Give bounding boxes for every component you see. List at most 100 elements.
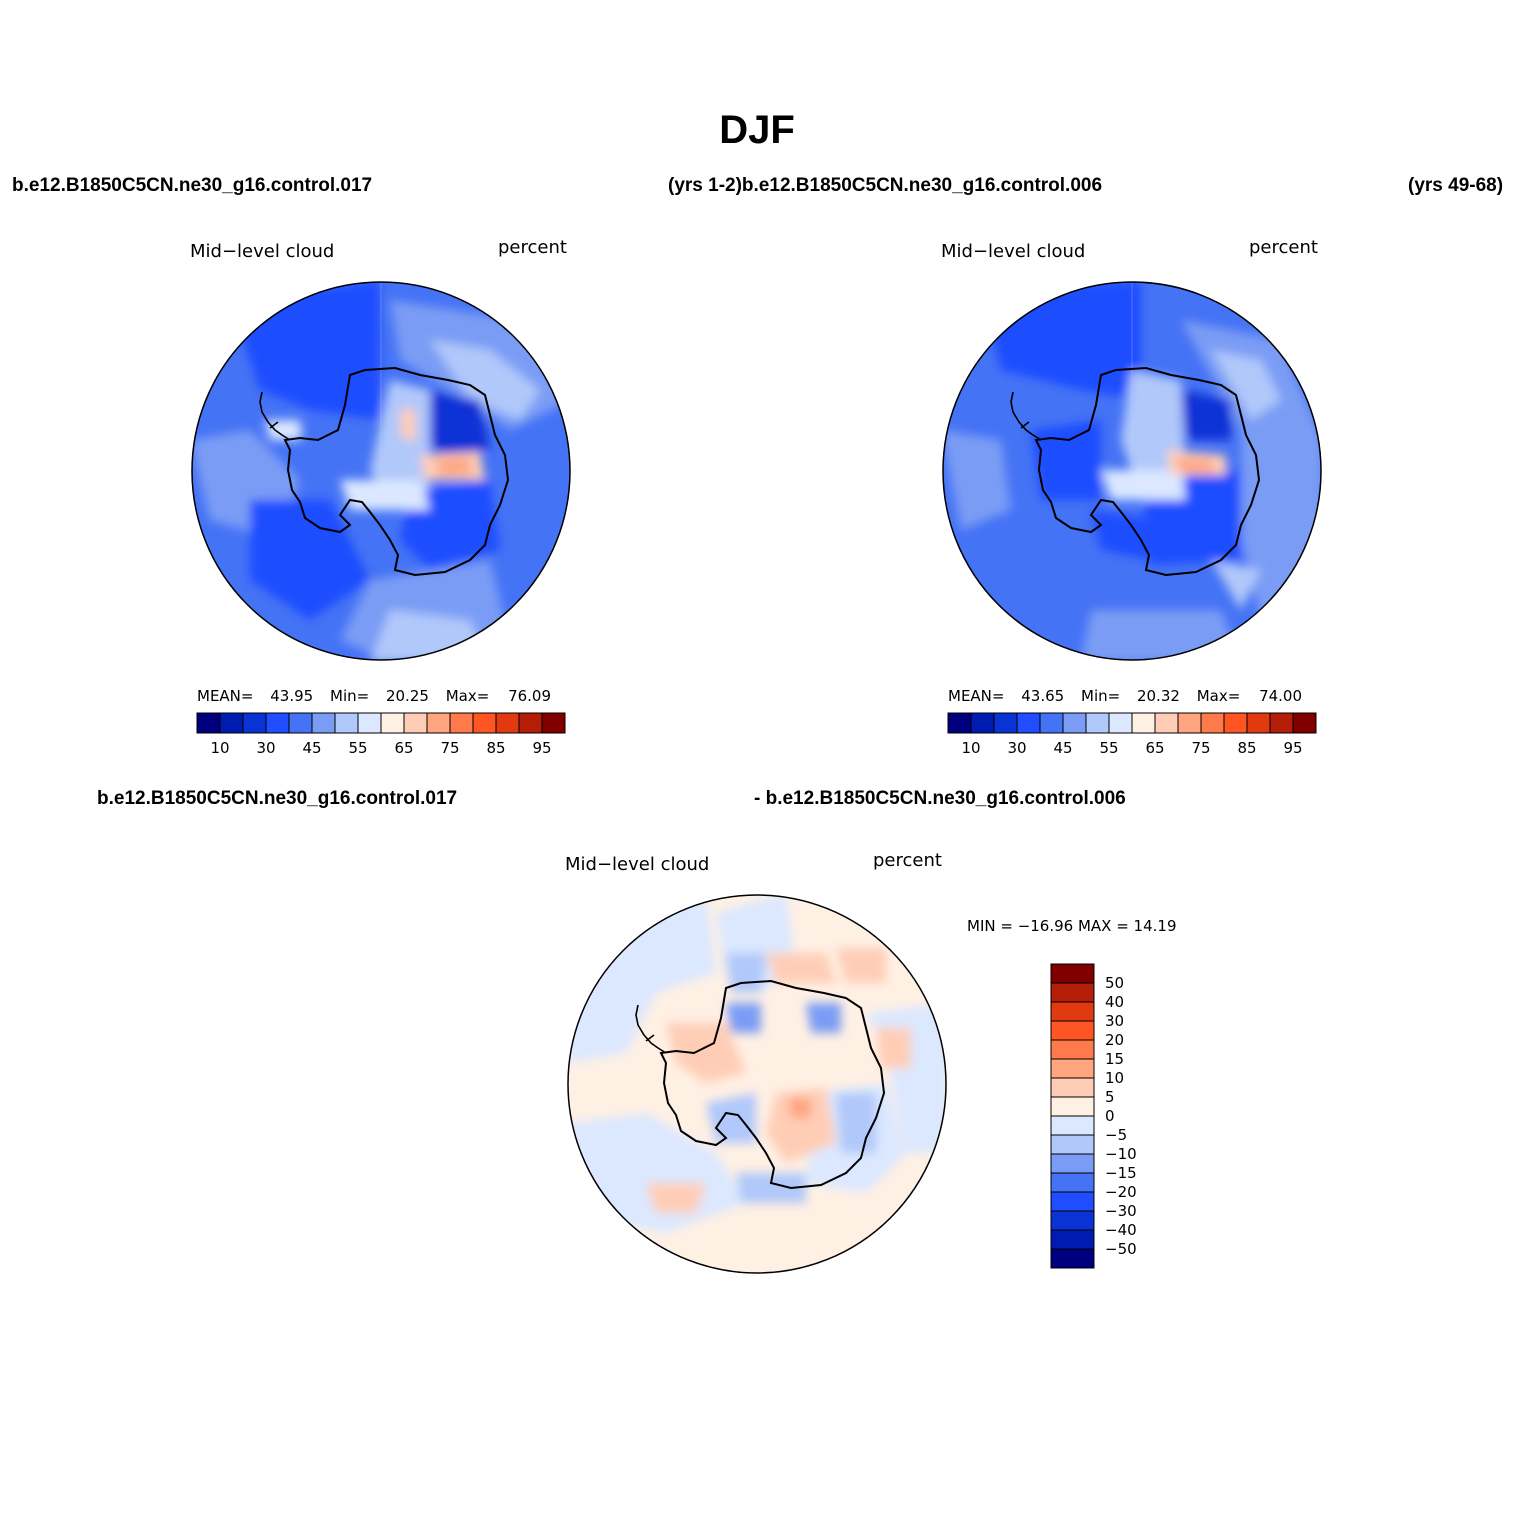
colorbar-swatch	[472, 712, 497, 734]
colorbar-tick-label: 15	[1105, 1050, 1124, 1068]
colorbar-swatch	[1108, 712, 1133, 734]
colorbar-swatch	[1154, 712, 1179, 734]
colorbar-swatch	[219, 712, 244, 734]
colorbar-swatch	[357, 712, 382, 734]
antarctica-coastline	[1034, 366, 1261, 577]
colorbar-swatch	[1039, 712, 1064, 734]
colorbar-swatch	[242, 712, 267, 734]
colorbar-swatch	[1050, 1020, 1095, 1041]
colorbar-tick-label: 30	[1105, 1012, 1124, 1030]
colorbar-swatch	[1050, 1229, 1095, 1250]
map-boundary	[567, 894, 947, 1274]
panel3-variable-label: Mid−level cloud	[565, 854, 710, 875]
colorbar-swatch	[196, 712, 221, 734]
panel1-max-value: 76.09	[508, 687, 552, 705]
colorbar-swatch	[1050, 1210, 1095, 1231]
colorbar-panel2: 10 30 45 55 65 75 85 95	[947, 712, 1317, 757]
colorbar-swatch	[1177, 712, 1202, 734]
colorbar-swatch	[1050, 982, 1095, 1003]
colorbar-swatch	[1050, 1096, 1095, 1117]
panel1-max-label: Max=	[445, 687, 490, 705]
panel2-mean-value: 43.65	[1021, 687, 1065, 705]
polar-map-difference	[567, 894, 947, 1274]
colorbar-swatch	[1050, 1153, 1095, 1174]
colorbar-swatch	[311, 712, 336, 734]
panel2-stats: MEAN= 43.65 Min= 20.32 Max= 74.00	[948, 687, 1302, 705]
colorbar-tick-label: 50	[1105, 974, 1124, 992]
colorbar-tick-label: 40	[1105, 993, 1124, 1011]
panel2-variable-label: Mid−level cloud	[941, 241, 1086, 262]
colorbar-swatch	[1246, 712, 1271, 734]
colorbar-swatch	[265, 712, 290, 734]
panel3-stats: MIN = −16.96 MAX = 14.19	[967, 917, 1177, 935]
colorbar-tick-label: 30	[256, 739, 275, 757]
colorbar-swatch	[1016, 712, 1041, 734]
colorbar-swatch	[1050, 1039, 1095, 1060]
colorbar-tick-label: 85	[1237, 739, 1256, 757]
colorbar-tick-label: 85	[486, 739, 505, 757]
colorbar-tick-label: 30	[1007, 739, 1026, 757]
panel1-min-label: Min=	[330, 687, 370, 705]
colorbar-swatch	[541, 712, 566, 734]
panel2-max-value: 74.00	[1259, 687, 1303, 705]
colorbar-swatch	[970, 712, 995, 734]
panel2-mean-label: MEAN=	[948, 687, 1005, 705]
colorbar-swatch	[1050, 1191, 1095, 1212]
colorbar-swatch	[1050, 1058, 1095, 1079]
colorbar-swatch	[1050, 1077, 1095, 1098]
colorbar-tick-label: 10	[961, 739, 980, 757]
colorbar-swatch	[288, 712, 313, 734]
colorbar-swatch	[1050, 1115, 1095, 1136]
antarctica-coastline	[659, 979, 886, 1190]
colorbar-tick-label: −30	[1105, 1202, 1137, 1220]
colorbar-swatch	[1085, 712, 1110, 734]
colorbar-swatch	[993, 712, 1018, 734]
figure-title: DJF	[719, 108, 795, 152]
colorbar-tick-label: 10	[1105, 1069, 1124, 1087]
colorbar-tick-label: 0	[1105, 1107, 1115, 1125]
panel1-min-value: 20.25	[385, 687, 429, 705]
colorbar-swatch	[449, 712, 474, 734]
panel1-mean-label: MEAN=	[197, 687, 254, 705]
colorbar-panel1: 10 30 45 55 65 75 85 95	[196, 712, 566, 757]
colorbar-tick-label: 75	[440, 739, 459, 757]
colorbar-swatch	[1269, 712, 1294, 734]
colorbar-swatch	[426, 712, 451, 734]
colorbar-swatch	[380, 712, 405, 734]
colorbar-tick-label: −50	[1105, 1240, 1137, 1258]
colorbar-tick-label: 45	[302, 739, 321, 757]
panel1-stats: MEAN= 43.95 Min= 20.25 Max= 76.09	[197, 687, 551, 705]
antarctica-coastline	[283, 366, 510, 577]
colorbar-swatch	[518, 712, 543, 734]
panel3-units-label: percent	[873, 850, 942, 871]
colorbar-tick-label: 55	[1099, 739, 1118, 757]
colorbar-swatch	[1050, 1248, 1095, 1269]
case-title-bottom-right: - b.e12.B1850C5CN.ne30_g16.control.006	[754, 788, 1126, 809]
colorbar-tick-label: 55	[348, 739, 367, 757]
case-title-top-left: b.e12.B1850C5CN.ne30_g16.control.017	[12, 175, 373, 196]
colorbar-tick-label: 20	[1105, 1031, 1124, 1049]
colorbar-tick-label: −5	[1105, 1126, 1127, 1144]
peninsula-coastline	[635, 1004, 667, 1054]
peninsula-coastline	[1010, 391, 1042, 441]
panel2-min-value: 20.32	[1136, 687, 1180, 705]
colorbar-tick-label: 95	[1283, 739, 1302, 757]
polar-map-panel2	[942, 281, 1322, 661]
colorbar-swatch	[1131, 712, 1156, 734]
case-title-bottom-left: b.e12.B1850C5CN.ne30_g16.control.017	[97, 788, 458, 809]
panel1-units-label: percent	[498, 237, 567, 258]
colorbar-tick-label: −40	[1105, 1221, 1137, 1239]
colorbar-swatch	[1050, 1172, 1095, 1193]
map-boundary	[191, 281, 571, 661]
map-boundary	[942, 281, 1322, 661]
colorbar-tick-label: −15	[1105, 1164, 1137, 1182]
colorbar-swatch	[495, 712, 520, 734]
colorbar-tick-label: −10	[1105, 1145, 1137, 1163]
colorbar-tick-label: 65	[1145, 739, 1164, 757]
colorbar-swatch	[1062, 712, 1087, 734]
panel2-max-label: Max=	[1196, 687, 1241, 705]
panel2-units-label: percent	[1249, 237, 1318, 258]
colorbar-swatch	[1050, 1001, 1095, 1022]
case-title-top-middle: (yrs 1-2)b.e12.B1850C5CN.ne30_g16.contro…	[668, 175, 1103, 196]
